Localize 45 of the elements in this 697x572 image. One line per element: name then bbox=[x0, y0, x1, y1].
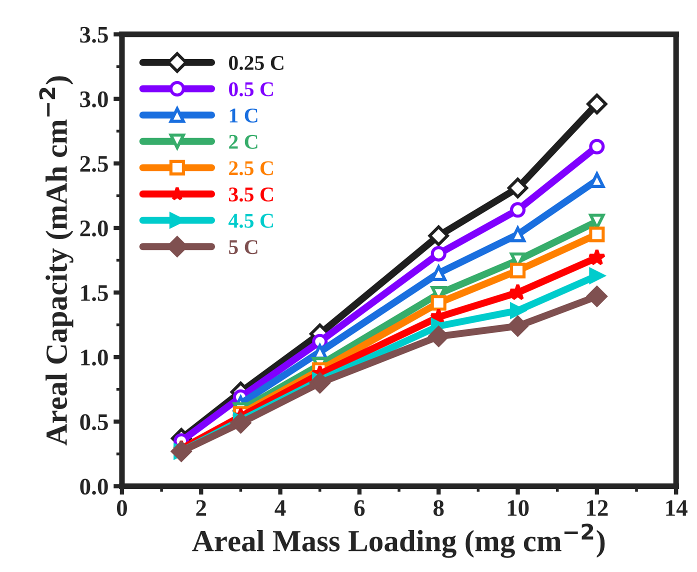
x-axis-title: Areal Mass Loading (mg cm$^{−2}$) bbox=[192, 524, 605, 558]
y-tick-label: 1.5 bbox=[81, 285, 108, 302]
y-tick-label: 0.0 bbox=[80, 478, 108, 495]
legend-label: 4.5 C bbox=[228, 214, 273, 228]
y-tick-label: 0.5 bbox=[80, 414, 108, 430]
x-tick-label: 4 bbox=[274, 500, 286, 516]
point bbox=[589, 138, 605, 154]
legend-label: 1 C bbox=[230, 108, 258, 123]
point bbox=[310, 372, 330, 394]
point bbox=[586, 286, 608, 307]
point bbox=[430, 295, 446, 311]
point bbox=[507, 316, 528, 336]
y-axis-title: Areal Capacity (mAh cm$^{−2}$) bbox=[39, 76, 74, 446]
point bbox=[430, 246, 446, 262]
y-tick-label: 2.5 bbox=[80, 156, 108, 172]
legend-label: 2 C bbox=[229, 134, 258, 149]
legend-label: 0.5 C bbox=[229, 82, 273, 96]
point bbox=[510, 202, 526, 218]
legend-label: 0.25 C bbox=[229, 56, 284, 70]
x-tick-label: 2 bbox=[196, 500, 206, 516]
x-tick-label: 6 bbox=[354, 500, 365, 516]
y-tick-label: 1.0 bbox=[81, 350, 108, 366]
legend-label: 5 C bbox=[229, 240, 258, 254]
point bbox=[230, 412, 252, 434]
point bbox=[510, 302, 526, 318]
y-tick-label: 2.0 bbox=[80, 220, 108, 237]
y-tick-label: 3.5 bbox=[80, 26, 108, 43]
point bbox=[428, 225, 449, 246]
x-tick-label: 0 bbox=[116, 500, 127, 516]
x-tick-label: 12 bbox=[587, 500, 608, 516]
point bbox=[589, 226, 605, 242]
point bbox=[586, 94, 608, 114]
point bbox=[510, 226, 526, 242]
point bbox=[510, 262, 526, 278]
legend-label: 3.5 C bbox=[229, 188, 273, 202]
point bbox=[588, 248, 606, 266]
point bbox=[507, 178, 528, 198]
x-tick-label: 10 bbox=[508, 500, 529, 516]
y-tick-label: 3.0 bbox=[80, 91, 108, 108]
x-tick-label: 8 bbox=[433, 500, 444, 516]
x-tick-label: 14 bbox=[666, 500, 688, 516]
point bbox=[589, 268, 605, 284]
legend-label: 2.5 C bbox=[229, 161, 273, 176]
point bbox=[170, 440, 192, 462]
point bbox=[428, 326, 449, 347]
